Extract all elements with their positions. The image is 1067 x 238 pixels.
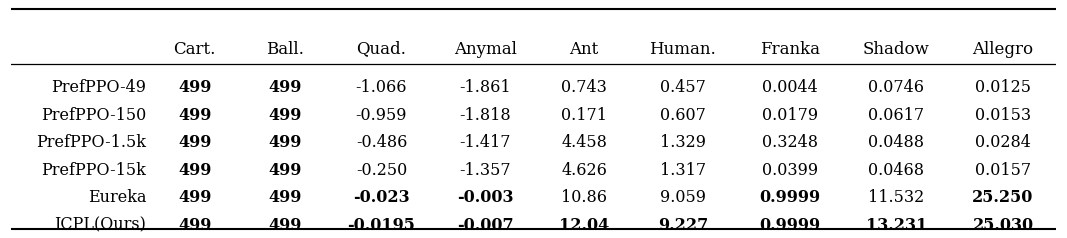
Text: 13.231: 13.231 xyxy=(865,217,927,234)
Text: -0.959: -0.959 xyxy=(355,107,408,124)
Text: Ant: Ant xyxy=(570,40,599,58)
Text: -0.003: -0.003 xyxy=(458,189,513,206)
Text: 0.0488: 0.0488 xyxy=(869,134,924,151)
Text: 0.743: 0.743 xyxy=(561,79,607,96)
Text: 499: 499 xyxy=(269,189,302,206)
Text: PrefPPO-49: PrefPPO-49 xyxy=(51,79,146,96)
Text: 10.86: 10.86 xyxy=(561,189,607,206)
Text: 499: 499 xyxy=(269,162,302,178)
Text: 11.532: 11.532 xyxy=(869,189,924,206)
Text: 4.626: 4.626 xyxy=(561,162,607,178)
Text: PrefPPO-15k: PrefPPO-15k xyxy=(42,162,146,178)
Text: 0.3248: 0.3248 xyxy=(762,134,817,151)
Text: 499: 499 xyxy=(269,107,302,124)
Text: 9.059: 9.059 xyxy=(659,189,706,206)
Text: 499: 499 xyxy=(178,189,211,206)
Text: Ball.: Ball. xyxy=(267,40,304,58)
Text: 499: 499 xyxy=(178,162,211,178)
Text: -0.023: -0.023 xyxy=(353,189,410,206)
Text: -1.357: -1.357 xyxy=(460,162,511,178)
Text: 499: 499 xyxy=(269,217,302,234)
Text: 0.0617: 0.0617 xyxy=(869,107,924,124)
Text: 0.0044: 0.0044 xyxy=(762,79,817,96)
Text: Anymal: Anymal xyxy=(455,40,516,58)
Text: 9.227: 9.227 xyxy=(657,217,708,234)
Text: 1.329: 1.329 xyxy=(659,134,706,151)
Text: 0.0284: 0.0284 xyxy=(975,134,1031,151)
Text: 0.0468: 0.0468 xyxy=(869,162,924,178)
Text: 4.458: 4.458 xyxy=(561,134,607,151)
Text: -0.250: -0.250 xyxy=(355,162,408,178)
Text: ICPL(Ours): ICPL(Ours) xyxy=(54,217,146,234)
Text: 25.250: 25.250 xyxy=(972,189,1034,206)
Text: 499: 499 xyxy=(178,217,211,234)
Text: Franka: Franka xyxy=(760,40,819,58)
Text: -0.007: -0.007 xyxy=(457,217,514,234)
Text: 0.457: 0.457 xyxy=(660,79,705,96)
Text: Quad.: Quad. xyxy=(356,40,407,58)
Text: -0.486: -0.486 xyxy=(355,134,408,151)
Text: 499: 499 xyxy=(178,79,211,96)
Text: Shadow: Shadow xyxy=(863,40,929,58)
Text: 0.0125: 0.0125 xyxy=(975,79,1031,96)
Text: 499: 499 xyxy=(178,107,211,124)
Text: 0.0179: 0.0179 xyxy=(762,107,817,124)
Text: 499: 499 xyxy=(269,134,302,151)
Text: Allegro: Allegro xyxy=(972,40,1034,58)
Text: Human.: Human. xyxy=(650,40,716,58)
Text: 0.9999: 0.9999 xyxy=(759,217,821,234)
Text: 499: 499 xyxy=(178,134,211,151)
Text: 0.171: 0.171 xyxy=(561,107,607,124)
Text: 1.317: 1.317 xyxy=(659,162,706,178)
Text: 0.0399: 0.0399 xyxy=(762,162,817,178)
Text: -1.066: -1.066 xyxy=(355,79,408,96)
Text: Cart.: Cart. xyxy=(174,40,216,58)
Text: 0.9999: 0.9999 xyxy=(759,189,821,206)
Text: 499: 499 xyxy=(269,79,302,96)
Text: -1.861: -1.861 xyxy=(460,79,511,96)
Text: 0.0157: 0.0157 xyxy=(975,162,1031,178)
Text: -1.417: -1.417 xyxy=(460,134,511,151)
Text: 25.030: 25.030 xyxy=(972,217,1034,234)
Text: -0.0195: -0.0195 xyxy=(348,217,415,234)
Text: PrefPPO-1.5k: PrefPPO-1.5k xyxy=(36,134,146,151)
Text: 12.04: 12.04 xyxy=(559,217,609,234)
Text: 0.607: 0.607 xyxy=(660,107,705,124)
Text: 0.0746: 0.0746 xyxy=(869,79,924,96)
Text: Eureka: Eureka xyxy=(87,189,146,206)
Text: PrefPPO-150: PrefPPO-150 xyxy=(41,107,146,124)
Text: 0.0153: 0.0153 xyxy=(975,107,1031,124)
Text: -1.818: -1.818 xyxy=(460,107,511,124)
